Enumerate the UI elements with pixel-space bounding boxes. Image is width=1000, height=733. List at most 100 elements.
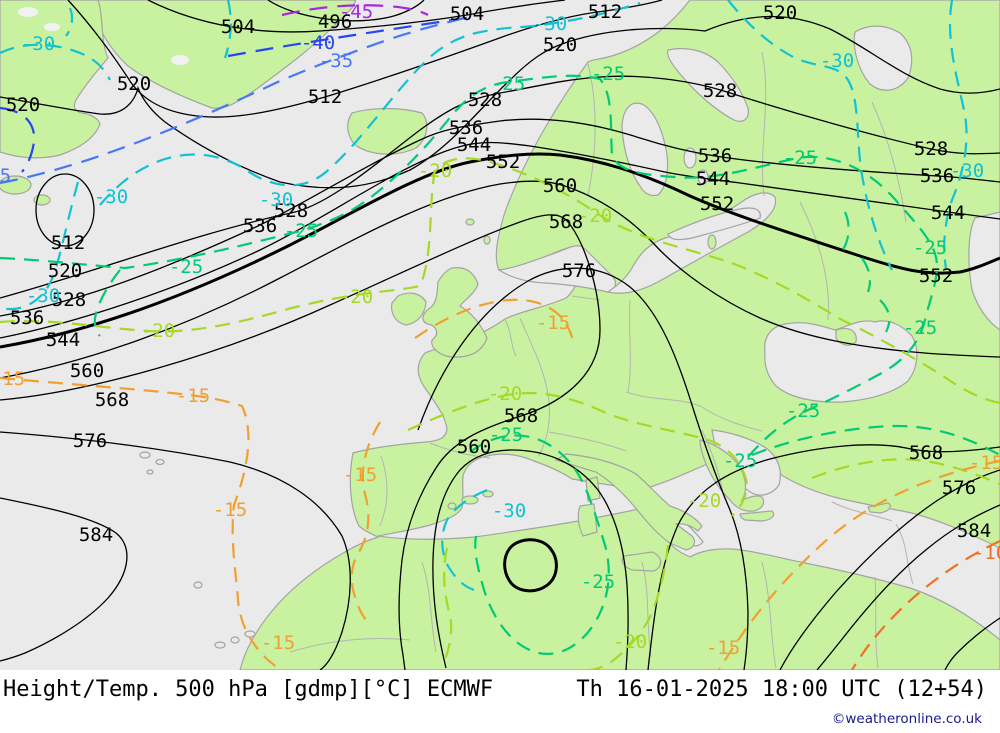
temp--30-low [0,181,80,311]
temp-contour-label: -15 [0,368,25,390]
contour-576-ridge [417,267,749,670]
temp-contour-label: -30 [950,160,984,182]
temp-contour-label: -25 [723,450,757,472]
temp-contour-label: -35 [319,50,353,72]
land-sicily [621,551,662,572]
height-contour-label: 568 [909,442,943,464]
sea-black-sea [764,320,918,403]
height-contour-label: 504 [450,3,484,25]
temp--15-atlantic [0,376,281,670]
temp-contour-label: -30 [533,13,567,35]
height-contour-label: 520 [117,73,151,95]
weather-map: 496 504 504 512 512 512 520 520 520 520 520 528 528 5… [0,0,1000,670]
temp--30-greenland-2 [65,7,74,37]
temp--15-iberia [350,421,381,623]
temp-contour-label: -30 [94,186,128,208]
temp-contour-label: -20 [418,160,452,182]
height-contour-label: 568 [549,211,583,233]
height-contour-label: 552 [486,151,520,173]
height-contour-label: 536 [449,117,483,139]
temp--25-squiggle-2 [861,257,872,293]
land-menorca [482,490,494,498]
land-ibiza [447,502,457,510]
contour-512 [67,0,663,118]
temp-contour-label: -15 [213,499,247,521]
height-contour-label: 504 [221,16,255,38]
temp--30-russia-1 [727,0,893,271]
temp--40 [227,15,473,58]
temp-contour-label: -25 [581,571,615,593]
contour-504 [147,0,566,33]
temp--20-main [0,157,1000,405]
temp--25-east-med [751,424,1000,457]
height-contour-label: 512 [51,232,85,254]
temp--20-turkey [811,458,1000,486]
temp-contour-label: -30 [259,189,293,211]
canary-2 [230,636,240,644]
temp--25-squiggle-1 [839,211,850,255]
height-contour-label: 576 [562,260,596,282]
sea-caspian [968,211,1000,331]
contour-560 [0,180,1000,379]
temp-contour-label: -30 [21,33,55,55]
temp-contour-label: -35 [0,165,11,187]
contour-520 [0,15,1000,189]
land-greenland [87,0,357,109]
temp-contour-label: -20 [141,320,175,342]
azores-3 [146,469,154,475]
land-faroe [465,218,475,226]
copyright-link[interactable]: ©weatheronline.co.uk [831,711,982,727]
height-contour-label: 544 [931,202,965,224]
height-contour-label: 496 [318,11,352,33]
temp--10 [851,540,1000,670]
height-contour-label: 520 [48,260,82,282]
temp-contour-label: -15 [176,385,210,407]
canary-1 [244,630,256,638]
temp--20-france [407,391,748,517]
height-contour-label: 536 [243,215,277,237]
land-ireland [390,292,427,326]
height-contour-label: 552 [919,265,953,287]
temp--15-southeast [718,459,1000,670]
height-contour-label: 528 [703,80,737,102]
temp--35 [0,15,469,185]
height-contour-label: 520 [6,94,40,116]
contour-568 [0,214,601,670]
temp--30-greenland-3 [223,0,232,59]
temp--25-squiggle-3 [879,299,891,333]
temp-contour-label: -25 [489,424,523,446]
land-cyprus [867,502,891,514]
contour-576-atlantic [0,431,351,670]
temp-contour-label: -30 [26,285,60,307]
contour-544 [0,141,1000,339]
temp--25-main [0,74,939,463]
azores-1 [139,451,151,459]
caption-bar: Height/Temp. 500 hPa [gdmp][°C] ECMWF Th… [0,670,1000,733]
temp-contour-label: -25 [913,237,947,259]
land-great-britain [422,267,488,358]
caption-parameter: Height/Temp. 500 hPa [gdmp][°C] ECMWF [3,677,494,702]
temp-contour-label: -25 [903,317,937,339]
height-contour-label: 584 [79,524,113,546]
temp-contour-label: -20 [613,631,647,653]
temp--40-west [0,106,36,173]
height-contour-label: 552 [700,193,734,215]
greenland-ice-3 [171,55,189,65]
temp--30-russia-2 [943,0,968,269]
height-contour-label: 520 [763,2,797,24]
temp--20-algeria [586,544,670,670]
contour-576-east [779,469,1000,670]
madeira [193,581,203,589]
contour-552-closed-low-algeria [503,538,558,593]
land-crete [739,510,775,522]
temp-contour-label: -20 [687,490,721,512]
height-contour-label: 560 [543,175,577,197]
sea-white-sea-west [667,47,749,122]
temp--25-branch [93,269,121,337]
height-contour-label: 528 [914,138,948,160]
contour-512-closed-low [35,173,95,247]
temp-contour-label: -20 [488,383,522,405]
land-greece [699,439,765,512]
